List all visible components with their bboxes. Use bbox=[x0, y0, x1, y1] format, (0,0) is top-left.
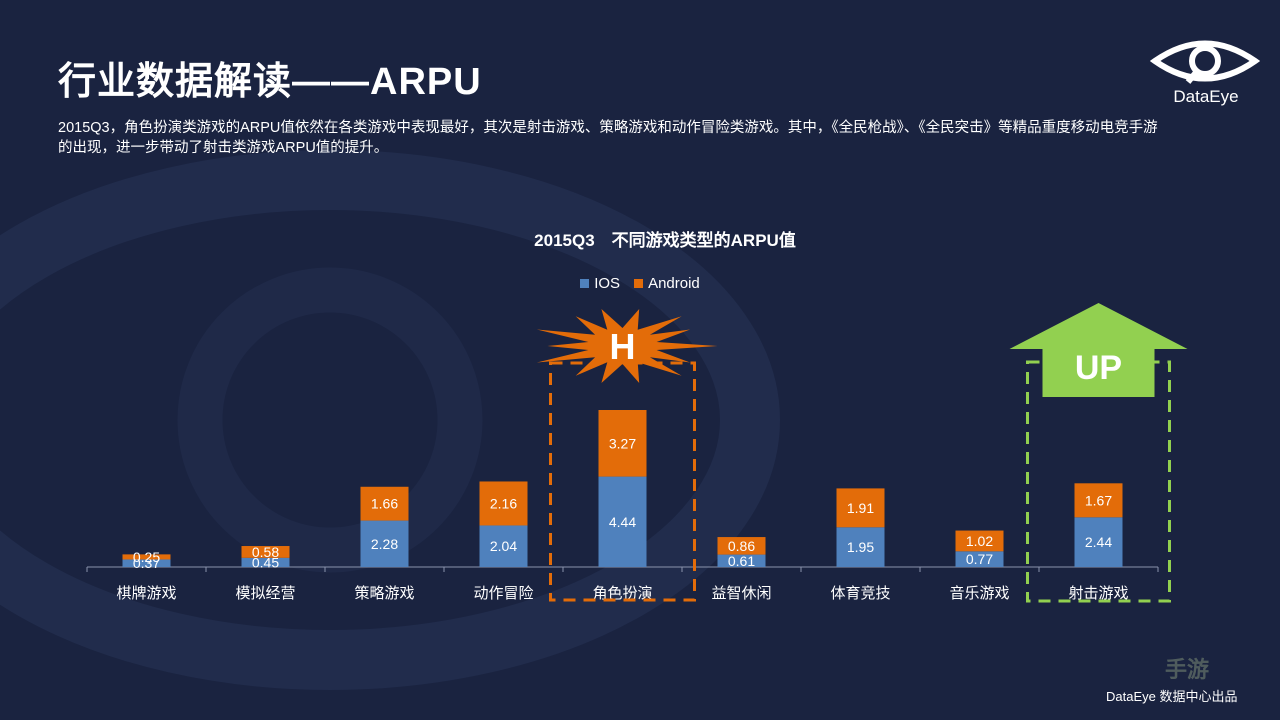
data-label: 0.77 bbox=[966, 551, 993, 567]
x-tick-label: 体育竞技 bbox=[830, 584, 890, 602]
bar-ios bbox=[955, 551, 1004, 567]
chart-legend: IOS Android bbox=[540, 275, 740, 292]
data-label: 1.67 bbox=[1085, 492, 1112, 508]
starburst-label: H bbox=[610, 326, 636, 367]
data-label: 0.25 bbox=[133, 549, 160, 565]
data-label: 2.28 bbox=[371, 536, 398, 552]
x-tick-label: 动作冒险 bbox=[473, 584, 533, 602]
data-label: 0.58 bbox=[252, 544, 279, 560]
bar-ios bbox=[360, 520, 409, 567]
bar-ios bbox=[479, 525, 528, 567]
up-arrow-label: UP bbox=[1075, 349, 1122, 387]
logo-text: DataEye bbox=[1173, 87, 1239, 106]
bar-ios bbox=[122, 559, 171, 567]
data-label: 0.86 bbox=[728, 538, 755, 554]
legend-item-ios: IOS bbox=[580, 275, 620, 292]
page-title: 行业数据解读——ARPU bbox=[58, 61, 482, 103]
bar-ios bbox=[836, 527, 885, 567]
legend-label-android: Android bbox=[648, 275, 700, 292]
page-description: 2015Q3，角色扮演类游戏的ARPU值依然在各类游戏中表现最好，其次是射击游戏… bbox=[58, 120, 1158, 156]
chart-title: 2015Q3 不同游戏类型的ARPU值 bbox=[534, 231, 796, 250]
bar-android bbox=[836, 488, 885, 528]
bar-ios bbox=[717, 554, 766, 567]
data-label: 1.66 bbox=[371, 496, 398, 512]
bar-android bbox=[717, 537, 766, 555]
bar-android bbox=[360, 486, 409, 521]
footer-credit: DataEye 数据中心出品 bbox=[1106, 689, 1238, 704]
x-tick-label: 音乐游戏 bbox=[949, 584, 1009, 602]
bar-ios bbox=[598, 476, 647, 567]
data-label: 0.45 bbox=[252, 554, 279, 570]
bar-android bbox=[598, 410, 647, 477]
bar-ios bbox=[241, 557, 290, 567]
x-tick-label: 策略游戏 bbox=[354, 584, 414, 602]
up-arrow-icon bbox=[1009, 303, 1188, 397]
x-tick-label: 益智休闲 bbox=[711, 584, 771, 602]
data-label: 1.02 bbox=[966, 533, 993, 549]
data-label: 4.44 bbox=[609, 514, 636, 530]
legend-item-android: Android bbox=[634, 275, 700, 292]
starburst-icon bbox=[536, 309, 718, 383]
bar-android bbox=[122, 554, 171, 560]
data-label: 2.04 bbox=[490, 538, 517, 554]
data-label: 2.44 bbox=[1085, 534, 1112, 550]
legend-label-ios: IOS bbox=[594, 275, 621, 292]
bar-android bbox=[1074, 483, 1123, 518]
x-tick-label: 模拟经营 bbox=[235, 584, 295, 602]
legend-swatch-android bbox=[634, 279, 644, 288]
bar-android bbox=[241, 546, 290, 558]
data-label: 2.16 bbox=[490, 495, 517, 511]
x-tick-label: 射击游戏 bbox=[1068, 584, 1128, 602]
x-tick-label: 棋牌游戏 bbox=[116, 584, 176, 602]
bar-ios bbox=[1074, 517, 1123, 567]
eye-logo-icon bbox=[1150, 40, 1260, 84]
legend-swatch-ios bbox=[580, 279, 590, 288]
data-label: 1.91 bbox=[847, 500, 874, 516]
watermark-text: 手游 bbox=[1165, 657, 1210, 682]
bar-android bbox=[479, 481, 528, 526]
data-label: 3.27 bbox=[609, 435, 636, 451]
data-label: 0.61 bbox=[728, 553, 755, 569]
bar-android bbox=[955, 530, 1004, 552]
x-tick-label: 角色扮演 bbox=[592, 584, 652, 602]
data-label: 1.95 bbox=[847, 539, 874, 555]
